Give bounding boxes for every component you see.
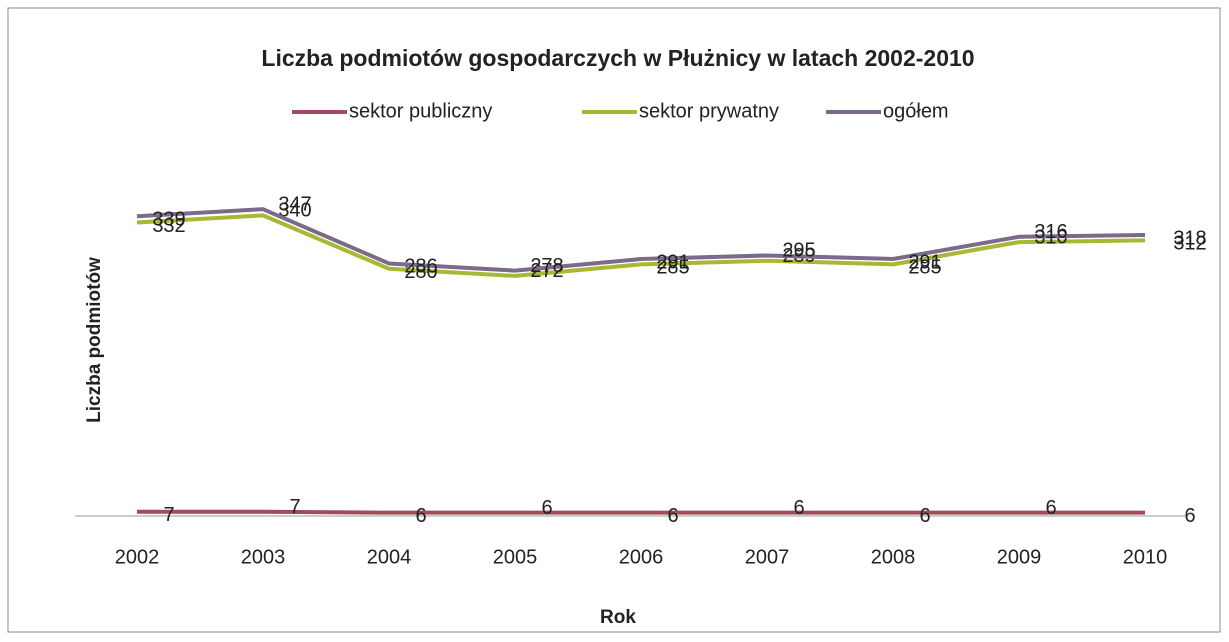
- data-label: 316: [1034, 221, 1067, 243]
- data-label: 285: [656, 257, 689, 279]
- line: [137, 509, 1145, 515]
- x-tick-label: 2006: [619, 546, 664, 568]
- data-label: 291: [656, 251, 689, 273]
- chart-border: [7, 7, 1221, 633]
- line: [136, 213, 1146, 278]
- data-label: 295: [782, 240, 815, 262]
- data-label: 340: [278, 200, 311, 222]
- data-label: 347: [278, 193, 311, 215]
- data-label: 318: [1173, 227, 1206, 249]
- data-label: 6: [1045, 497, 1056, 519]
- legend-label: ogółem: [883, 100, 949, 122]
- data-label: 285: [908, 257, 941, 279]
- y-axis-label: Liczba podmiotów: [84, 257, 105, 423]
- x-tick-label: 2004: [367, 546, 412, 568]
- data-label: 6: [793, 497, 804, 519]
- x-tick-label: 2009: [997, 546, 1042, 568]
- data-label: 6: [667, 505, 678, 527]
- data-label: 6: [415, 505, 426, 527]
- data-label: 339: [152, 209, 185, 231]
- data-label: 278: [530, 255, 563, 277]
- data-label: 312: [1173, 233, 1206, 255]
- legend-label: sektor prywatny: [639, 100, 779, 122]
- x-axis-label: Rok: [600, 607, 636, 628]
- chart-title: Liczba podmiotów gospodarczych w Płużnic…: [261, 45, 974, 71]
- data-label: 7: [289, 496, 300, 518]
- x-tick-label: 2010: [1123, 546, 1168, 568]
- legend-label: sektor publiczny: [349, 100, 492, 122]
- data-label: 286: [404, 256, 437, 278]
- data-label: 6: [919, 505, 930, 527]
- x-tick-label: 2005: [493, 546, 538, 568]
- data-label: 7: [163, 504, 174, 526]
- line: [136, 207, 1146, 273]
- data-label: 332: [152, 215, 185, 237]
- data-label: 6: [1184, 505, 1195, 527]
- data-label: 291: [908, 251, 941, 273]
- x-tick-label: 2008: [871, 546, 916, 568]
- x-tick-label: 2002: [115, 546, 160, 568]
- x-tick-label: 2007: [745, 546, 790, 568]
- x-tick-label: 2003: [241, 546, 286, 568]
- data-label: 6: [541, 497, 552, 519]
